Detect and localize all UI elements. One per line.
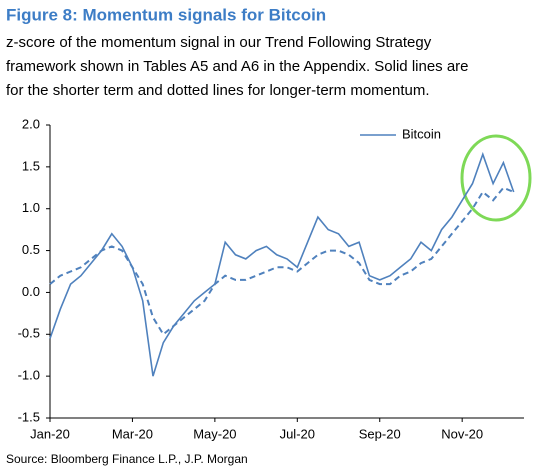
y-tick-label: 0.5 xyxy=(22,242,40,257)
y-tick-label: -1.0 xyxy=(18,368,40,383)
data-line xyxy=(49,151,515,377)
y-tick-label: 2.0 xyxy=(22,116,40,131)
x-tick-label: Jan-20 xyxy=(30,426,70,441)
x-tick-label: Sep-20 xyxy=(359,426,401,441)
x-tick-label: Mar-20 xyxy=(112,426,153,441)
source-note: Source: Bloomberg Finance L.P., J.P. Mor… xyxy=(6,452,248,466)
subtitle-line: framework shown in Tables A5 and A6 in t… xyxy=(6,58,469,75)
subtitle-line: z-score of the momentum signal in our Tr… xyxy=(6,34,432,51)
data-line xyxy=(49,186,515,336)
chart-title: Figure 8: Momentum signals for Bitcoin xyxy=(6,5,326,24)
y-tick-label: 1.0 xyxy=(22,200,40,215)
x-tick-label: Jul-20 xyxy=(280,426,315,441)
subtitle-line: for the shorter term and dotted lines fo… xyxy=(6,82,430,99)
y-tick-label: -1.5 xyxy=(18,409,40,424)
y-tick-label: 1.5 xyxy=(22,158,40,173)
y-tick-label: 0.0 xyxy=(22,284,40,299)
y-tick-label: -0.5 xyxy=(18,326,40,341)
x-tick-label: May-20 xyxy=(193,426,236,441)
legend-label: Bitcoin xyxy=(402,126,441,141)
x-tick-label: Nov-20 xyxy=(441,426,483,441)
highlight-ellipse xyxy=(460,134,532,222)
